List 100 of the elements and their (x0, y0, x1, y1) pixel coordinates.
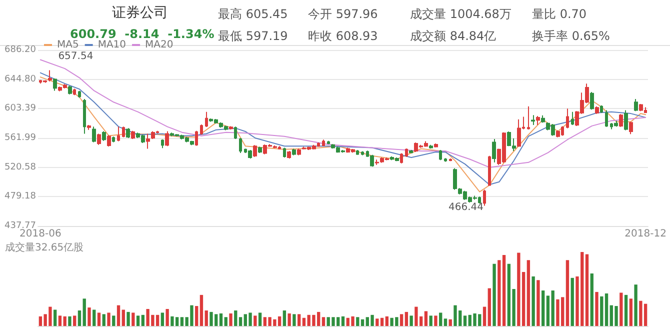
bar (160, 312, 164, 326)
bar (498, 260, 501, 326)
bar (629, 298, 633, 326)
candlestick (595, 106, 599, 114)
y-tick-label: 561.99 (4, 132, 36, 143)
candlestick (361, 150, 364, 156)
bar (502, 254, 506, 326)
bar (136, 316, 140, 326)
bar (541, 290, 545, 326)
candlestick (488, 155, 491, 186)
bar (200, 294, 204, 326)
bar (126, 312, 130, 326)
bar (116, 305, 120, 326)
bar (78, 310, 82, 326)
candlestick (205, 111, 208, 128)
candlestick (600, 104, 603, 114)
candlestick (239, 137, 242, 154)
line-series (40, 59, 646, 168)
bar (404, 312, 408, 326)
candlestick (117, 126, 120, 142)
candlestick (126, 128, 130, 138)
candlestick (229, 126, 233, 130)
candlestick (434, 143, 438, 148)
candlestick (624, 110, 628, 131)
bar (141, 314, 145, 326)
bar (282, 310, 286, 326)
candlestick (614, 120, 618, 128)
candlestick (639, 103, 643, 112)
candlestick (409, 150, 413, 154)
candlestick (253, 144, 257, 158)
bar (532, 276, 535, 326)
candlestick (112, 136, 115, 143)
candlestick (48, 70, 52, 82)
candlestick (590, 91, 594, 110)
y-tick-label: 686.20 (4, 45, 36, 55)
candlestick (356, 150, 359, 156)
candlestick (444, 158, 447, 162)
candlestick (87, 124, 91, 130)
bar (219, 313, 223, 326)
candlestick (634, 98, 638, 112)
text: 最高 605.45 (218, 7, 288, 21)
bar (107, 312, 110, 326)
text: 成交量 1004.68万 (410, 7, 512, 21)
bar (400, 314, 404, 326)
bar (302, 318, 306, 326)
legend-label: MA5 (57, 40, 79, 50)
bar (102, 314, 106, 326)
bar (58, 316, 62, 326)
x-tick-label: 2018-12 (624, 228, 666, 240)
bar (166, 308, 169, 326)
candlestick (195, 130, 198, 146)
candlestick (131, 130, 135, 140)
candlestick (531, 114, 535, 126)
candlestick (619, 114, 623, 128)
bar (424, 311, 428, 326)
bar (536, 280, 540, 326)
bar (570, 278, 574, 326)
candlestick (327, 140, 330, 145)
candlestick (297, 148, 301, 156)
candlestick (287, 150, 291, 160)
chart-subtitle: 600.79 -8.14 -1.34% (70, 27, 214, 41)
bar (53, 310, 57, 326)
candlestick (517, 118, 521, 148)
candlestick (492, 138, 496, 163)
bar (82, 298, 86, 326)
text: 成交额 84.84亿 (410, 29, 496, 43)
bar (634, 284, 638, 326)
candlestick (292, 148, 296, 156)
bar (448, 319, 452, 326)
candlestick (83, 98, 86, 134)
bar (444, 318, 448, 326)
y-tick-label: 644.80 (4, 74, 36, 84)
bar (234, 310, 238, 326)
candlestick (556, 130, 560, 138)
bar (410, 316, 413, 326)
bar (492, 264, 496, 326)
bar (63, 316, 66, 326)
bar (600, 296, 604, 326)
candlestick (541, 114, 545, 124)
candlestick (370, 154, 374, 168)
legend-label: MA10 (98, 40, 126, 50)
bar (380, 318, 384, 326)
bar (590, 273, 594, 326)
candlestick (629, 121, 633, 135)
bar (604, 293, 608, 326)
bar (376, 318, 379, 326)
bar (132, 312, 135, 326)
bar (288, 313, 291, 326)
text: 最低 597.19 (218, 29, 288, 43)
bar (385, 316, 389, 326)
text: 今开 597.96 (308, 7, 378, 21)
candlestick (400, 152, 403, 164)
candlestick (322, 139, 325, 147)
candlestick (92, 126, 96, 143)
bar (180, 317, 184, 326)
bar (585, 254, 589, 326)
bar (463, 316, 467, 326)
bar (258, 312, 262, 326)
candlestick (273, 145, 277, 149)
bar (434, 316, 438, 326)
